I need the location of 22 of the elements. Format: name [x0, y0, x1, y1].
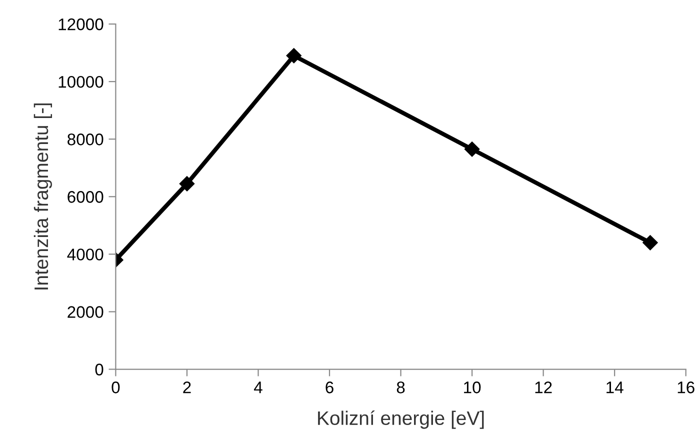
x-tick-label: 6: [326, 382, 334, 394]
x-tick-label: 12: [535, 382, 552, 394]
y-tick-label: 0: [95, 364, 104, 376]
y-tick-label: 2000: [68, 306, 104, 318]
point: [642, 235, 658, 250]
y-tick-label: 12000: [58, 18, 104, 30]
x-tick-label: 2: [183, 382, 191, 394]
point: [286, 48, 302, 64]
x-axis-title: Kolizní energie [eV]: [318, 410, 484, 429]
y-tick-label: 8000: [68, 134, 104, 146]
x-tick-label: 4: [254, 382, 262, 394]
point: [179, 176, 195, 192]
y-tick-label: 4000: [67, 248, 104, 260]
x-tick-label: 16: [678, 382, 694, 394]
y-tick-label: 10000: [58, 76, 104, 88]
x-tick-label: 14: [606, 382, 624, 394]
y-axis-title: Intenzita fragmentu [-]: [34, 103, 52, 290]
x-tick-label: 8: [396, 382, 405, 394]
y-tick-label: 6000: [68, 191, 104, 203]
point: [464, 142, 480, 157]
x-tick-label: 0: [112, 382, 120, 394]
x-tick-label: 10: [464, 382, 481, 394]
